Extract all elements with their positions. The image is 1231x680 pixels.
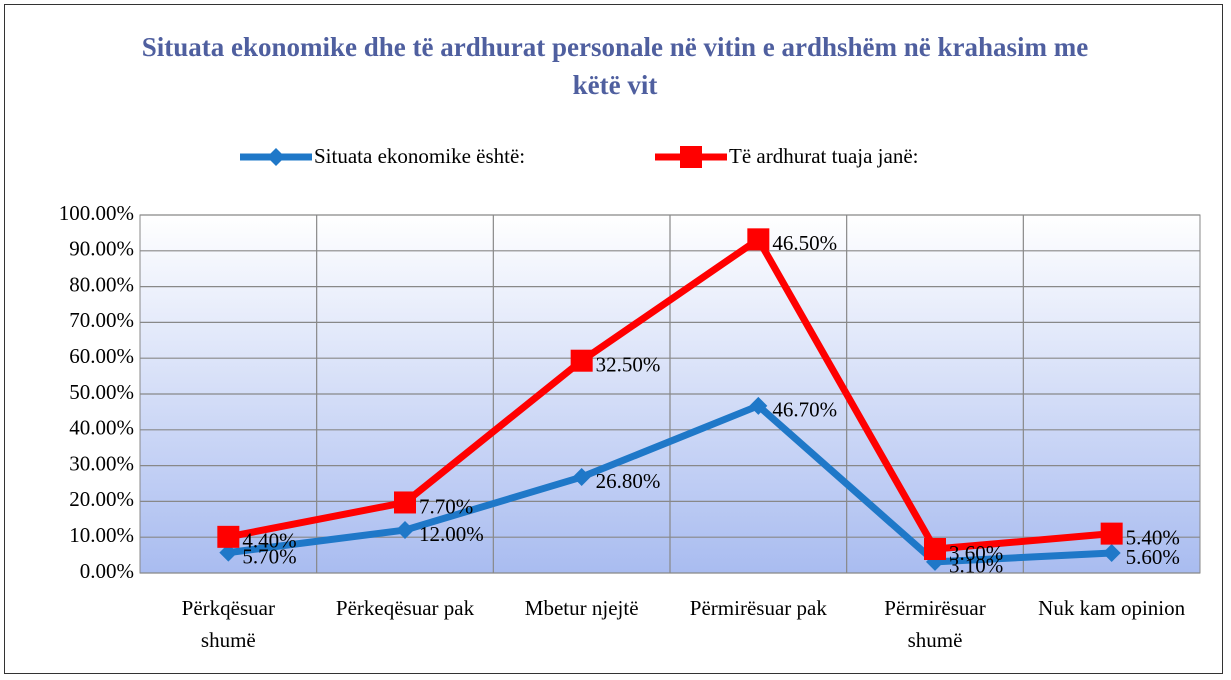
y-tick-label: 30.00% <box>69 451 134 475</box>
x-tick-label: Përmirësuar shumë <box>884 596 986 652</box>
data-label: 3.10% <box>949 554 1003 578</box>
marker <box>570 349 593 372</box>
data-label: 32.50% <box>596 353 661 377</box>
y-tick-label: 0.00% <box>80 559 134 583</box>
marker <box>572 468 591 487</box>
data-label: 7.70% <box>419 494 473 518</box>
marker <box>747 228 770 251</box>
x-tick-label: Përkqësuar shumë <box>181 596 275 652</box>
marker <box>394 491 416 514</box>
data-label: 12.00% <box>419 522 484 546</box>
x-tick-label: Përkeqësuar pak <box>335 596 475 620</box>
legend-marker <box>680 146 702 168</box>
x-tick-label: Nuk kam opinion <box>1038 596 1186 620</box>
marker <box>396 521 414 540</box>
data-label: 5.60% <box>1126 545 1180 569</box>
x-tick-label: Përmirësuar pak <box>689 596 827 620</box>
y-tick-label: 50.00% <box>69 380 134 404</box>
legend-marker <box>267 148 285 166</box>
data-label: 5.70% <box>242 544 296 568</box>
data-label: 46.50% <box>772 231 837 255</box>
y-tick-label: 90.00% <box>69 237 134 261</box>
data-label: 26.80% <box>596 469 661 493</box>
y-tick-label: 60.00% <box>69 344 134 368</box>
marker <box>1102 543 1121 562</box>
data-label: 4.40% <box>242 529 296 553</box>
data-label: 46.70% <box>772 398 837 422</box>
chart-frame <box>4 4 1223 674</box>
chart-title: Situata ekonomike dhe të ardhurat person… <box>141 32 1089 100</box>
marker <box>219 543 238 562</box>
marker <box>924 538 946 561</box>
y-tick-label: 100.00% <box>59 201 134 225</box>
y-tick-label: 10.00% <box>69 523 134 547</box>
marker <box>217 525 240 548</box>
y-tick-label: 70.00% <box>69 308 134 332</box>
marker <box>1100 522 1123 545</box>
data-label: 3.60% <box>949 541 1003 565</box>
data-label: 5.40% <box>1126 525 1180 549</box>
x-tick-label: Mbetur njejtë <box>524 596 639 620</box>
legend-label: Situata ekonomike është: <box>314 144 525 168</box>
y-tick-label: 80.00% <box>69 272 134 296</box>
legend-label: Të ardhurat tuaja janë: <box>729 144 918 168</box>
y-tick-label: 20.00% <box>69 487 134 511</box>
marker <box>749 396 768 415</box>
series-line <box>227 402 1112 566</box>
series-line <box>227 235 1112 553</box>
y-tick-label: 40.00% <box>69 416 134 440</box>
